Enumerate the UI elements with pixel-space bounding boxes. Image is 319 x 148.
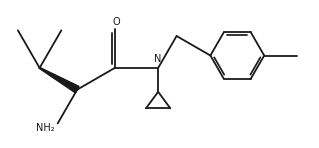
Text: O: O	[112, 17, 120, 27]
Text: NH₂: NH₂	[36, 123, 55, 133]
Polygon shape	[39, 67, 79, 93]
Text: N: N	[154, 54, 162, 65]
